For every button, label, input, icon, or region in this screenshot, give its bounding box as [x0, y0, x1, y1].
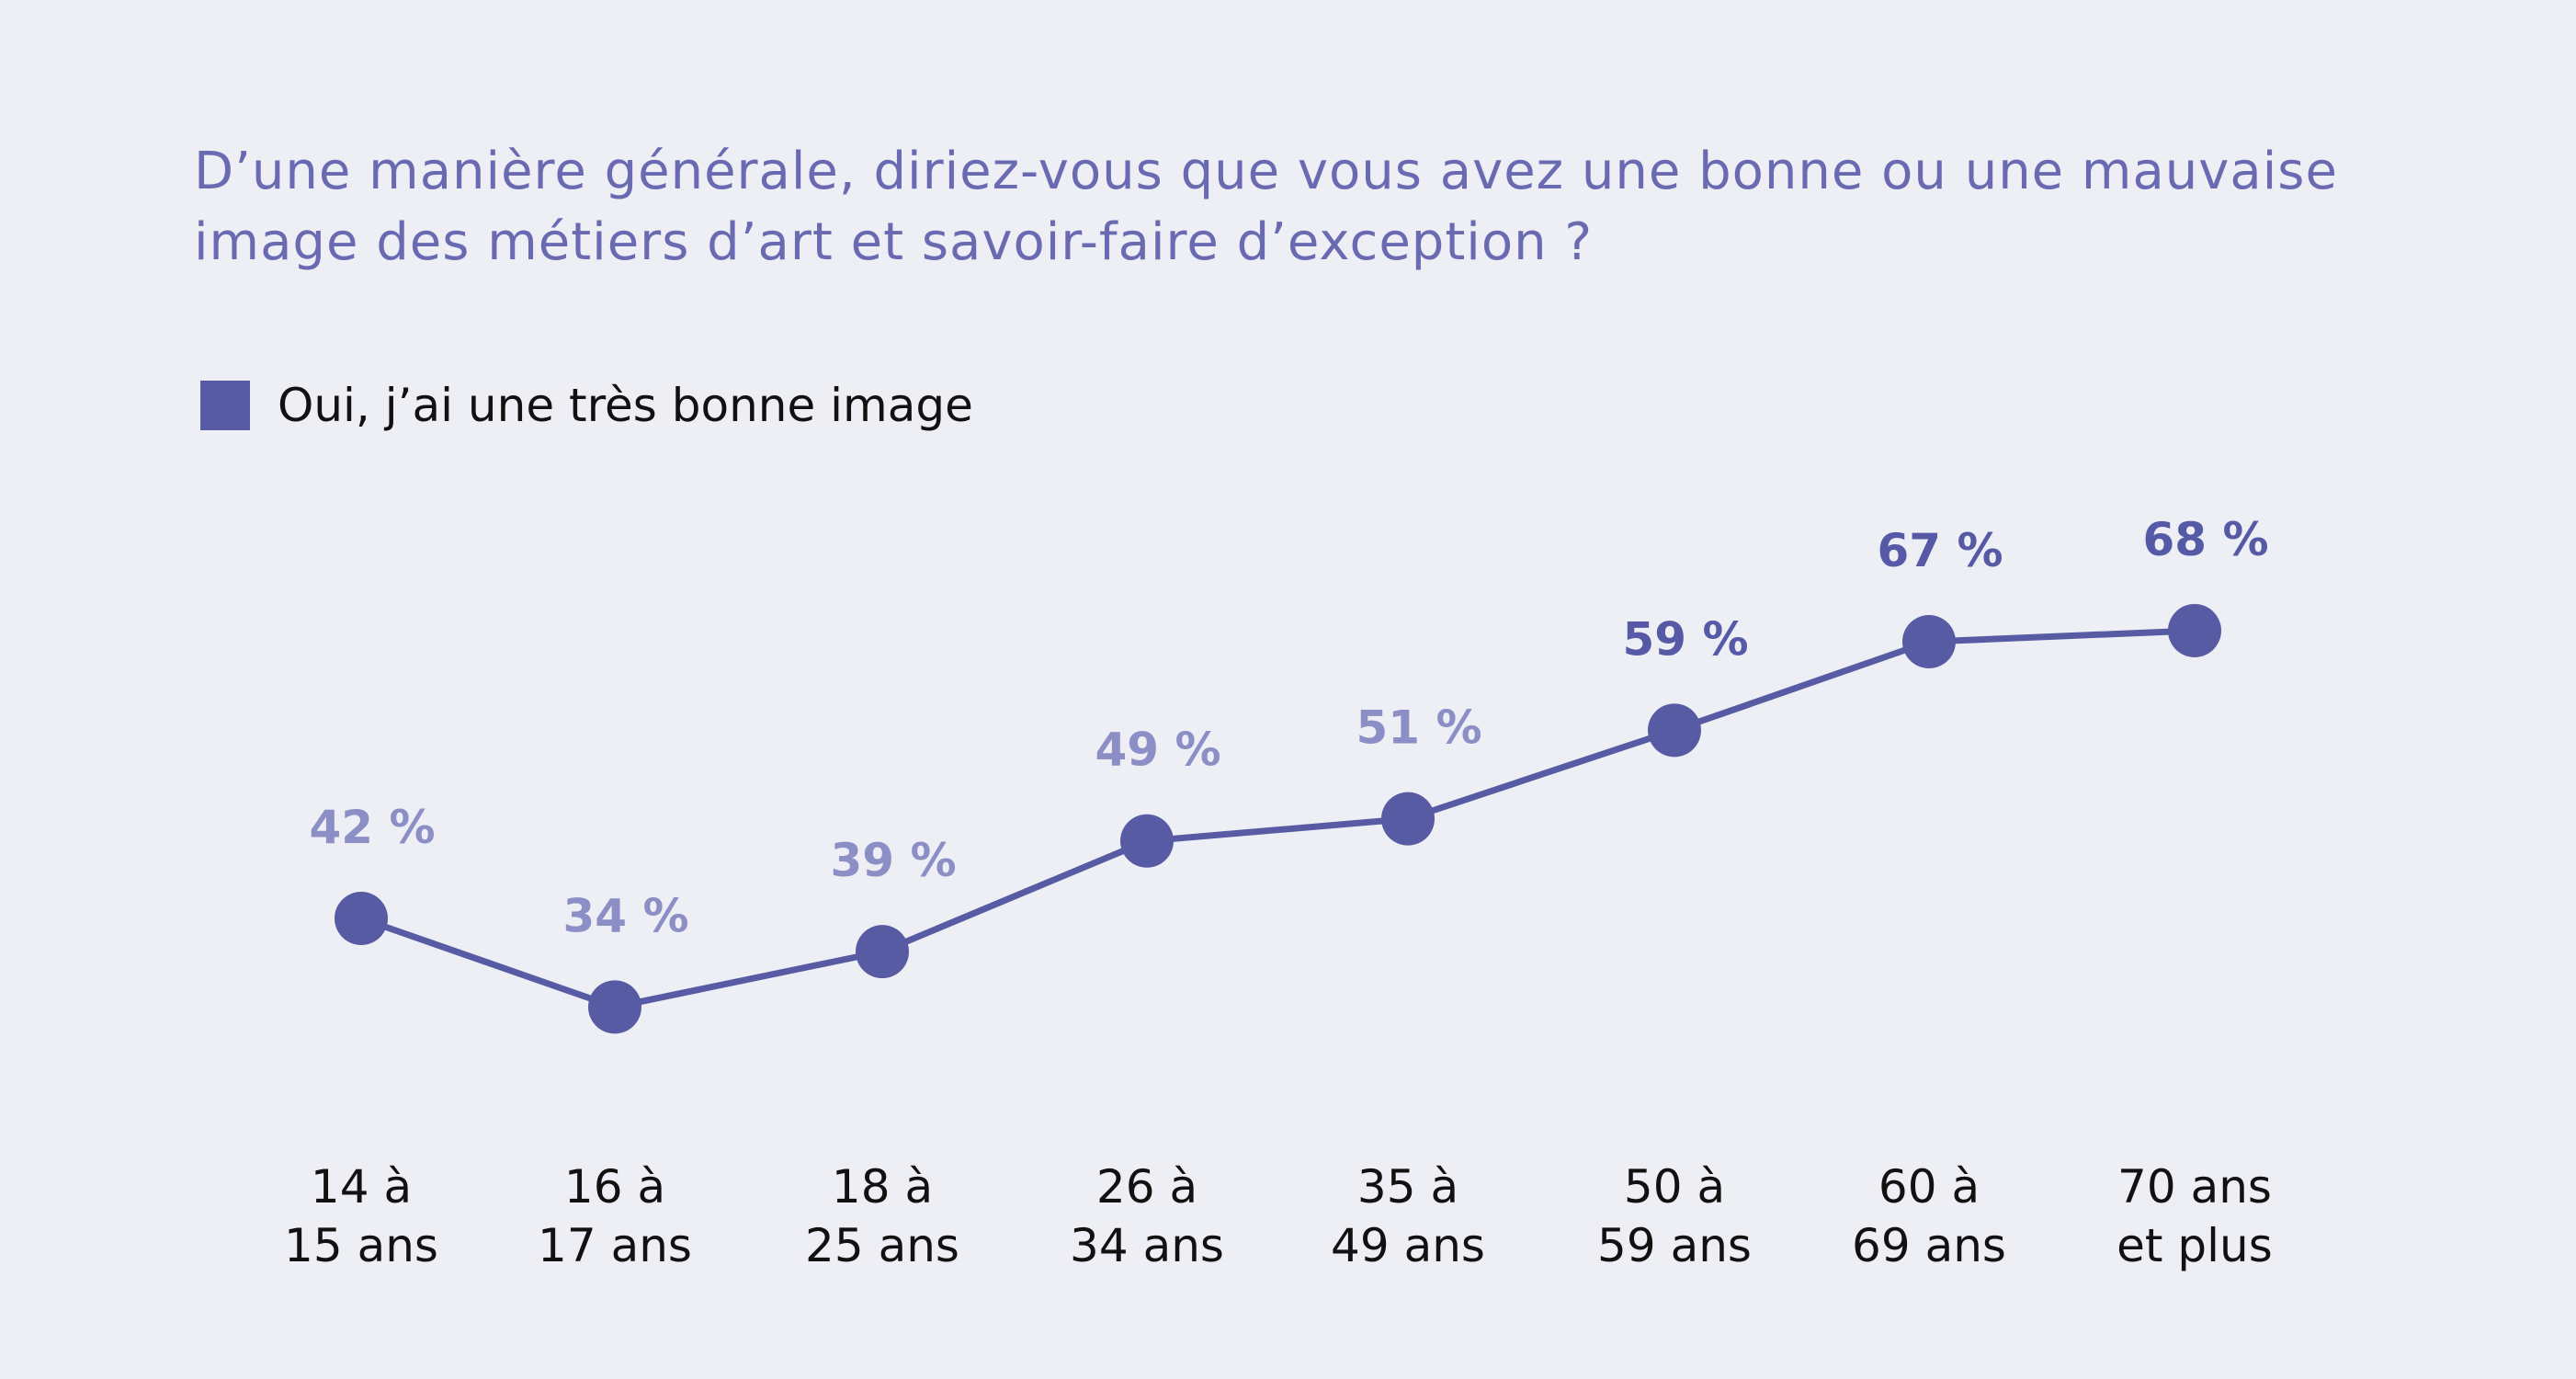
chart-title: D’une manière générale, diriez-vous que … [194, 142, 2338, 272]
x-tick-label: 26 à [1096, 1160, 1197, 1214]
data-point [1120, 814, 1174, 868]
data-point [335, 892, 388, 945]
data-label: 59 % [1622, 612, 1748, 666]
x-tick-label: 25 ans [805, 1219, 959, 1272]
data-label: 67 % [1877, 524, 2003, 577]
data-label: 51 % [1356, 701, 1481, 755]
x-tick-label: 49 ans [1331, 1219, 1485, 1272]
data-label: 68 % [2142, 513, 2268, 566]
legend-label: Oui, j’ai une très bonne image [278, 379, 973, 432]
data-point [2168, 603, 2221, 657]
data-point [1648, 703, 1701, 758]
data-label: 34 % [562, 889, 688, 942]
data-point [856, 925, 909, 979]
x-tick-label: 69 ans [1852, 1219, 2006, 1272]
data-point [1902, 615, 1956, 668]
x-tick-label: 16 à [564, 1160, 665, 1214]
x-tick-label: 70 ans [2117, 1160, 2272, 1214]
x-tick-label: 59 ans [1597, 1219, 1752, 1272]
data-point [588, 980, 641, 1034]
data-label: 39 % [830, 834, 956, 887]
x-tick-label: 18 à [832, 1160, 933, 1214]
series-line [359, 627, 2196, 1010]
x-tick-label: 15 ans [284, 1219, 438, 1272]
x-tick-label: 34 ans [1070, 1219, 1224, 1272]
x-tick-label: 14 à [311, 1160, 412, 1214]
data-point [1381, 792, 1435, 846]
x-tick-label: 35 à [1357, 1160, 1458, 1214]
x-tick-label: 60 à [1878, 1160, 1980, 1214]
x-tick-label: 50 à [1624, 1160, 1725, 1214]
legend: Oui, j’ai une très bonne image [200, 379, 973, 432]
data-label: 42 % [309, 801, 435, 854]
x-tick-label: et plus [2116, 1219, 2273, 1272]
data-label: 49 % [1095, 724, 1220, 777]
legend-swatch [200, 381, 250, 430]
x-tick-label: 17 ans [538, 1219, 692, 1272]
